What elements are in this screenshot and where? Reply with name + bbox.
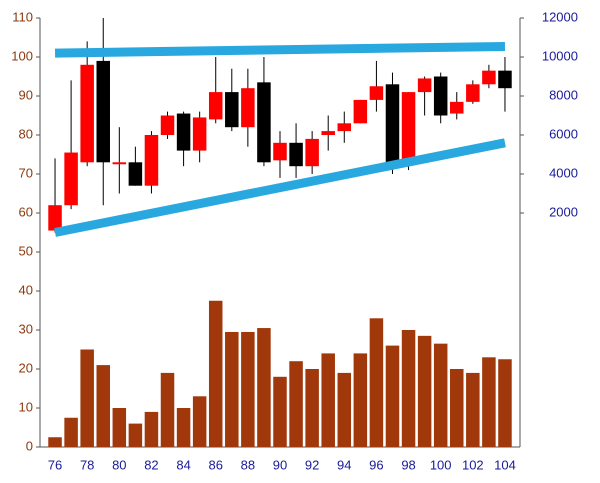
x-tick-label: 100	[430, 457, 452, 472]
volume-bar	[385, 345, 400, 447]
volume-bar	[305, 369, 319, 447]
volume-bar	[160, 372, 175, 447]
candle-body	[466, 84, 480, 102]
candle-body	[257, 82, 271, 163]
candle-body	[208, 92, 223, 120]
y-tick-label: 100	[11, 48, 33, 63]
x-tick-label: 96	[369, 457, 383, 472]
x-tick-label: 84	[176, 457, 190, 472]
x-tick-label: 80	[112, 457, 126, 472]
y-tick-label: 40	[19, 282, 33, 297]
candle-body	[192, 117, 207, 151]
volume-bar	[321, 353, 335, 447]
candle-body	[482, 70, 496, 85]
candle-body	[498, 70, 512, 89]
candle-body	[176, 113, 191, 151]
volume-bar	[176, 408, 191, 447]
x-tick-label: 94	[337, 457, 351, 472]
volume-bar	[128, 423, 143, 447]
x-tick-label: 102	[462, 457, 484, 472]
volume-bar	[466, 372, 480, 447]
volume-bar	[96, 365, 110, 447]
volume-bar	[289, 361, 303, 447]
y-tick-label: 50	[19, 243, 33, 258]
volume-bar	[273, 376, 287, 447]
volume-bar	[337, 372, 352, 447]
volume-bar	[225, 331, 239, 447]
candle-body	[225, 92, 239, 128]
volume-bar	[257, 328, 271, 447]
x-tick-label: 104	[494, 457, 516, 472]
y-tick-label: 60	[19, 204, 33, 219]
candle-body	[96, 60, 110, 163]
y-tick-label: 70	[19, 165, 33, 180]
candle-body	[305, 138, 319, 167]
volume-bar	[192, 396, 207, 447]
y2-tick-label: 2000	[549, 204, 578, 219]
x-tick-label: 90	[273, 457, 287, 472]
candle-body	[353, 99, 368, 124]
candle-body	[128, 162, 143, 186]
trend-line	[54, 41, 506, 58]
volume-bar	[144, 411, 159, 447]
y-tick-label: 0	[26, 438, 33, 453]
x-tick-label: 92	[305, 457, 319, 472]
x-tick-label: 76	[48, 457, 62, 472]
volume-bar	[208, 300, 223, 447]
volume-bar	[369, 318, 384, 447]
candle-body	[64, 152, 78, 206]
volume-bar	[498, 359, 512, 447]
y-tick-label: 110	[12, 9, 33, 24]
y2-tick-label: 6000	[549, 126, 578, 141]
x-tick-label: 98	[401, 457, 415, 472]
volume-bar	[353, 353, 368, 447]
candle-body	[321, 131, 335, 135]
candle-body	[144, 135, 159, 186]
y-tick-label: 10	[19, 399, 33, 414]
x-tick-label: 86	[208, 457, 222, 472]
y2-tick-label: 12000	[542, 9, 578, 24]
candle-body	[417, 78, 432, 93]
x-tick-label: 78	[80, 457, 94, 472]
y-tick-label: 20	[19, 360, 33, 375]
volume-bar	[64, 417, 78, 447]
candle-body	[401, 92, 416, 163]
volume-bar	[241, 331, 255, 447]
volume-bar	[401, 330, 416, 447]
volume-bar	[80, 349, 94, 447]
volume-bar	[450, 369, 464, 447]
volume-bar	[48, 437, 62, 447]
x-tick-label: 88	[241, 457, 255, 472]
candle-body	[273, 142, 287, 161]
candle-body	[241, 88, 255, 128]
y2-tick-label: 10000	[542, 48, 578, 63]
candle-body	[160, 115, 175, 135]
x-tick-label: 82	[144, 457, 158, 472]
candle-body	[369, 86, 384, 100]
candle-body	[433, 76, 448, 116]
y2-tick-label: 4000	[549, 165, 578, 180]
candle-body	[385, 84, 400, 163]
candle-body	[112, 162, 127, 165]
y-tick-label: 30	[19, 321, 33, 336]
y-tick-label: 80	[19, 126, 33, 141]
volume-bar	[417, 335, 432, 447]
candle-body	[450, 101, 464, 114]
y-tick-label: 90	[19, 87, 33, 102]
trend-line	[54, 138, 506, 237]
volume-bar	[433, 343, 448, 447]
candle-body	[289, 142, 303, 167]
candle-body	[48, 205, 62, 231]
volume-bar	[112, 408, 127, 447]
candle-body	[80, 64, 94, 163]
volume-bar	[482, 357, 496, 447]
candle-body	[337, 123, 352, 132]
y2-tick-label: 8000	[549, 87, 578, 102]
